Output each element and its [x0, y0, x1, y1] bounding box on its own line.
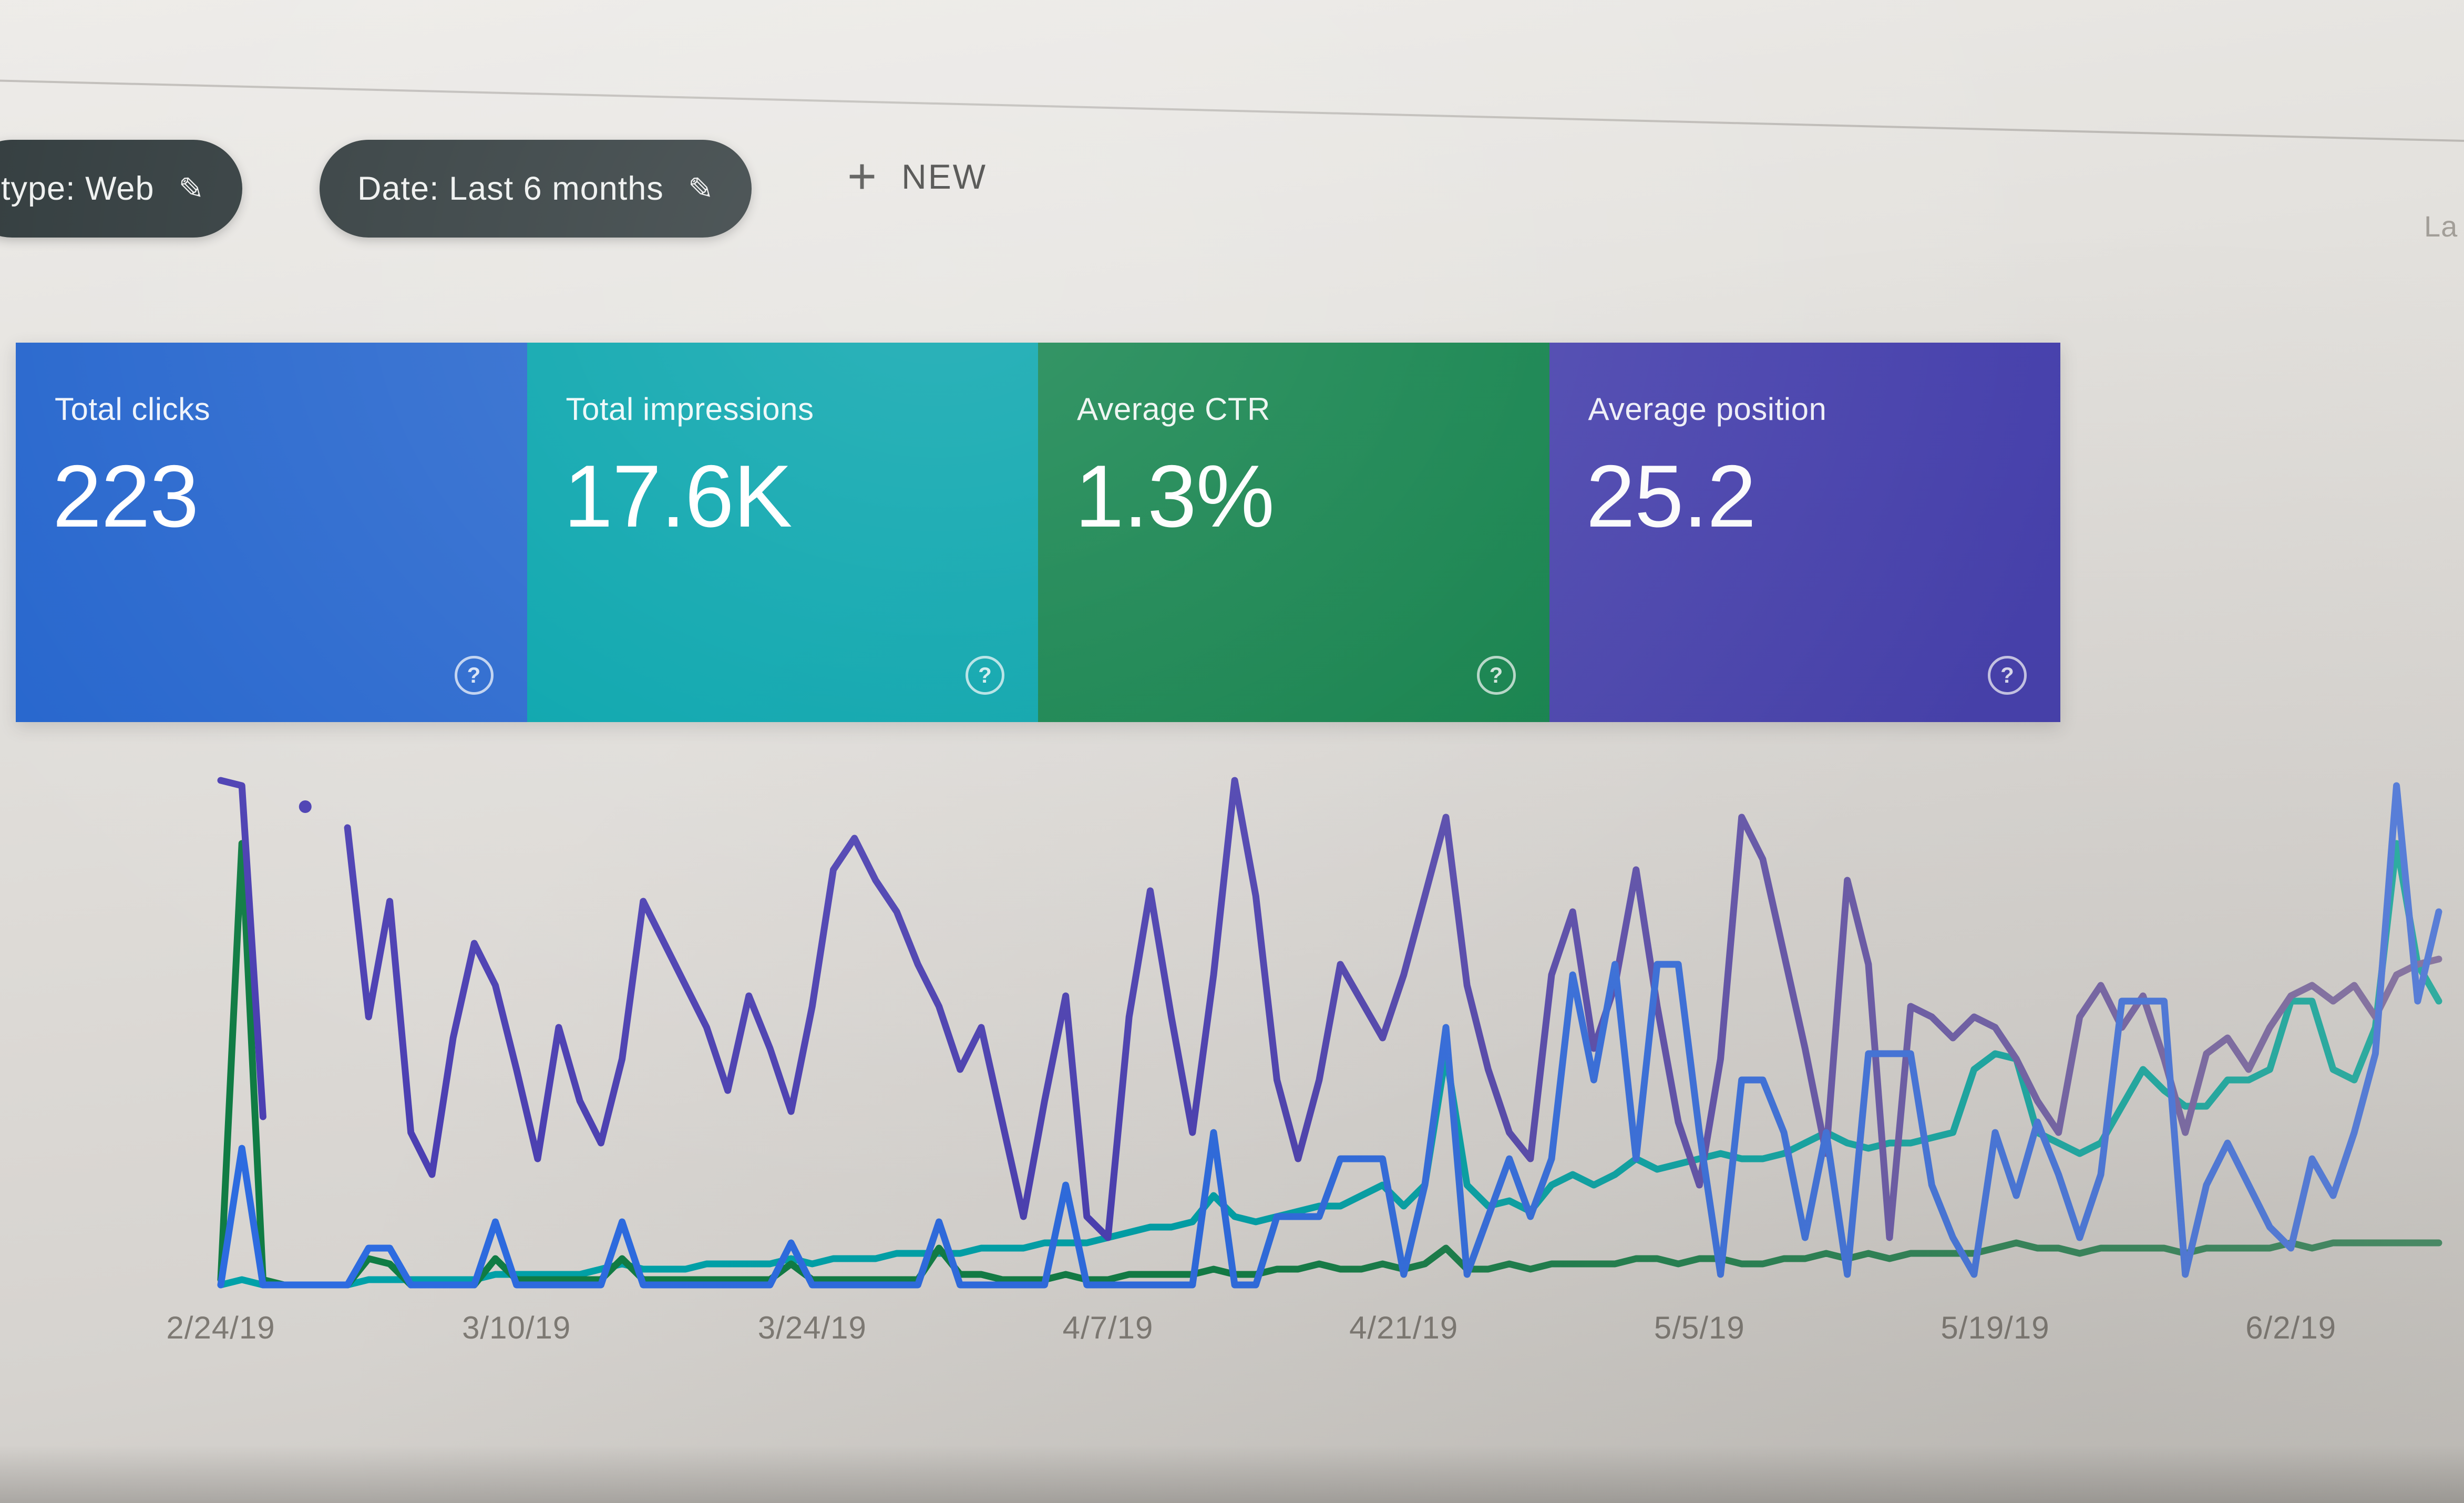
new-filter-button-label: NEW [901, 157, 988, 196]
card-total-clicks[interactable]: Total clicks 223 ? [16, 343, 527, 722]
total-clicks-line [217, 782, 2442, 1289]
x-axis-label: 2/24/19 [166, 1310, 275, 1345]
average-position-point [299, 800, 312, 813]
performance-chart-canvas [217, 777, 2442, 1289]
card-label: Total clicks [55, 392, 211, 427]
card-average-position[interactable]: Average position 25.2 ? [1549, 343, 2060, 722]
filter-bar: type: Web ✎ Date: Last 6 months ✎ + NEW [0, 136, 2464, 246]
average-position-line [344, 777, 2442, 1241]
x-axis-label: 5/5/19 [1654, 1310, 1745, 1345]
edit-pencil-icon[interactable]: ✎ [178, 172, 205, 206]
x-axis-label: 3/24/19 [757, 1310, 867, 1345]
filter-chip-date-range-label: Date: Last 6 months [357, 170, 664, 207]
card-label: Average position [1588, 392, 1827, 427]
card-value: 223 [53, 447, 199, 545]
card-value: 1.3% [1075, 447, 1275, 545]
average-position-line [217, 777, 266, 1120]
edit-pencil-icon[interactable]: ✎ [687, 172, 714, 206]
bottom-shade [0, 1445, 2464, 1503]
help-icon[interactable]: ? [454, 656, 494, 695]
card-value: 25.2 [1586, 447, 1757, 545]
performance-chart [0, 736, 2464, 1356]
x-axis-label: 6/2/19 [2245, 1310, 2337, 1345]
plus-icon: + [847, 148, 879, 204]
card-value: 17.6K [563, 447, 793, 545]
filter-chip-search-type[interactable]: type: Web ✎ [0, 140, 243, 238]
new-filter-button[interactable]: + NEW [847, 148, 988, 204]
card-label: Average CTR [1077, 392, 1270, 427]
x-axis-label: 3/10/19 [462, 1310, 571, 1345]
x-axis-label: 4/21/19 [1349, 1310, 1459, 1345]
filter-chip-date-range[interactable]: Date: Last 6 months ✎ [320, 140, 752, 238]
x-axis-label: 5/19/19 [1941, 1310, 2050, 1345]
help-icon[interactable]: ? [1476, 656, 1516, 695]
clipped-last-updated-text: La [2424, 210, 2458, 243]
help-icon[interactable]: ? [966, 656, 1004, 695]
card-average-ctr[interactable]: Average CTR 1.3% ? [1038, 343, 1549, 722]
header-divider [0, 79, 2464, 144]
filter-chip-search-type-label: type: Web [1, 170, 155, 207]
card-total-impressions[interactable]: Total impressions 17.6K ? [527, 343, 1038, 722]
card-label: Total impressions [566, 392, 814, 427]
average-ctr-line [217, 840, 2442, 1289]
metric-cards-row: Total clicks 223 ? Total impressions 17.… [16, 343, 2060, 722]
help-icon[interactable]: ? [1988, 656, 2027, 695]
total-impressions-line [217, 840, 2442, 1289]
x-axis-label: 4/7/19 [1062, 1310, 1154, 1345]
x-axis-labels: 2/24/19 3/10/19 3/24/19 4/7/19 4/21/19 5/5/19… [0, 1310, 2464, 1357]
